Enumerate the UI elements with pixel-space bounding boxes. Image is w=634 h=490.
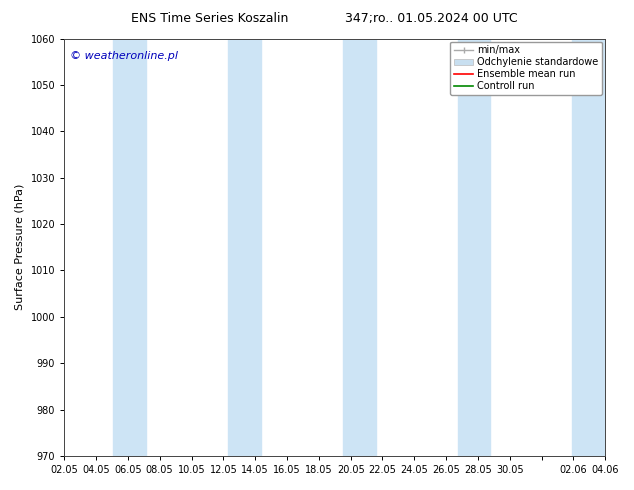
Text: 347;ro.. 01.05.2024 00 UTC: 347;ro.. 01.05.2024 00 UTC xyxy=(345,12,517,25)
Bar xyxy=(343,39,376,456)
Bar xyxy=(113,39,146,456)
Y-axis label: Surface Pressure (hPa): Surface Pressure (hPa) xyxy=(15,184,25,311)
Legend: min/max, Odchylenie standardowe, Ensemble mean run, Controll run: min/max, Odchylenie standardowe, Ensembl… xyxy=(450,42,602,95)
Text: ENS Time Series Koszalin: ENS Time Series Koszalin xyxy=(131,12,288,25)
Bar xyxy=(458,39,491,456)
Text: © weatheronline.pl: © weatheronline.pl xyxy=(70,51,178,61)
Bar xyxy=(573,39,605,456)
Bar xyxy=(228,39,261,456)
